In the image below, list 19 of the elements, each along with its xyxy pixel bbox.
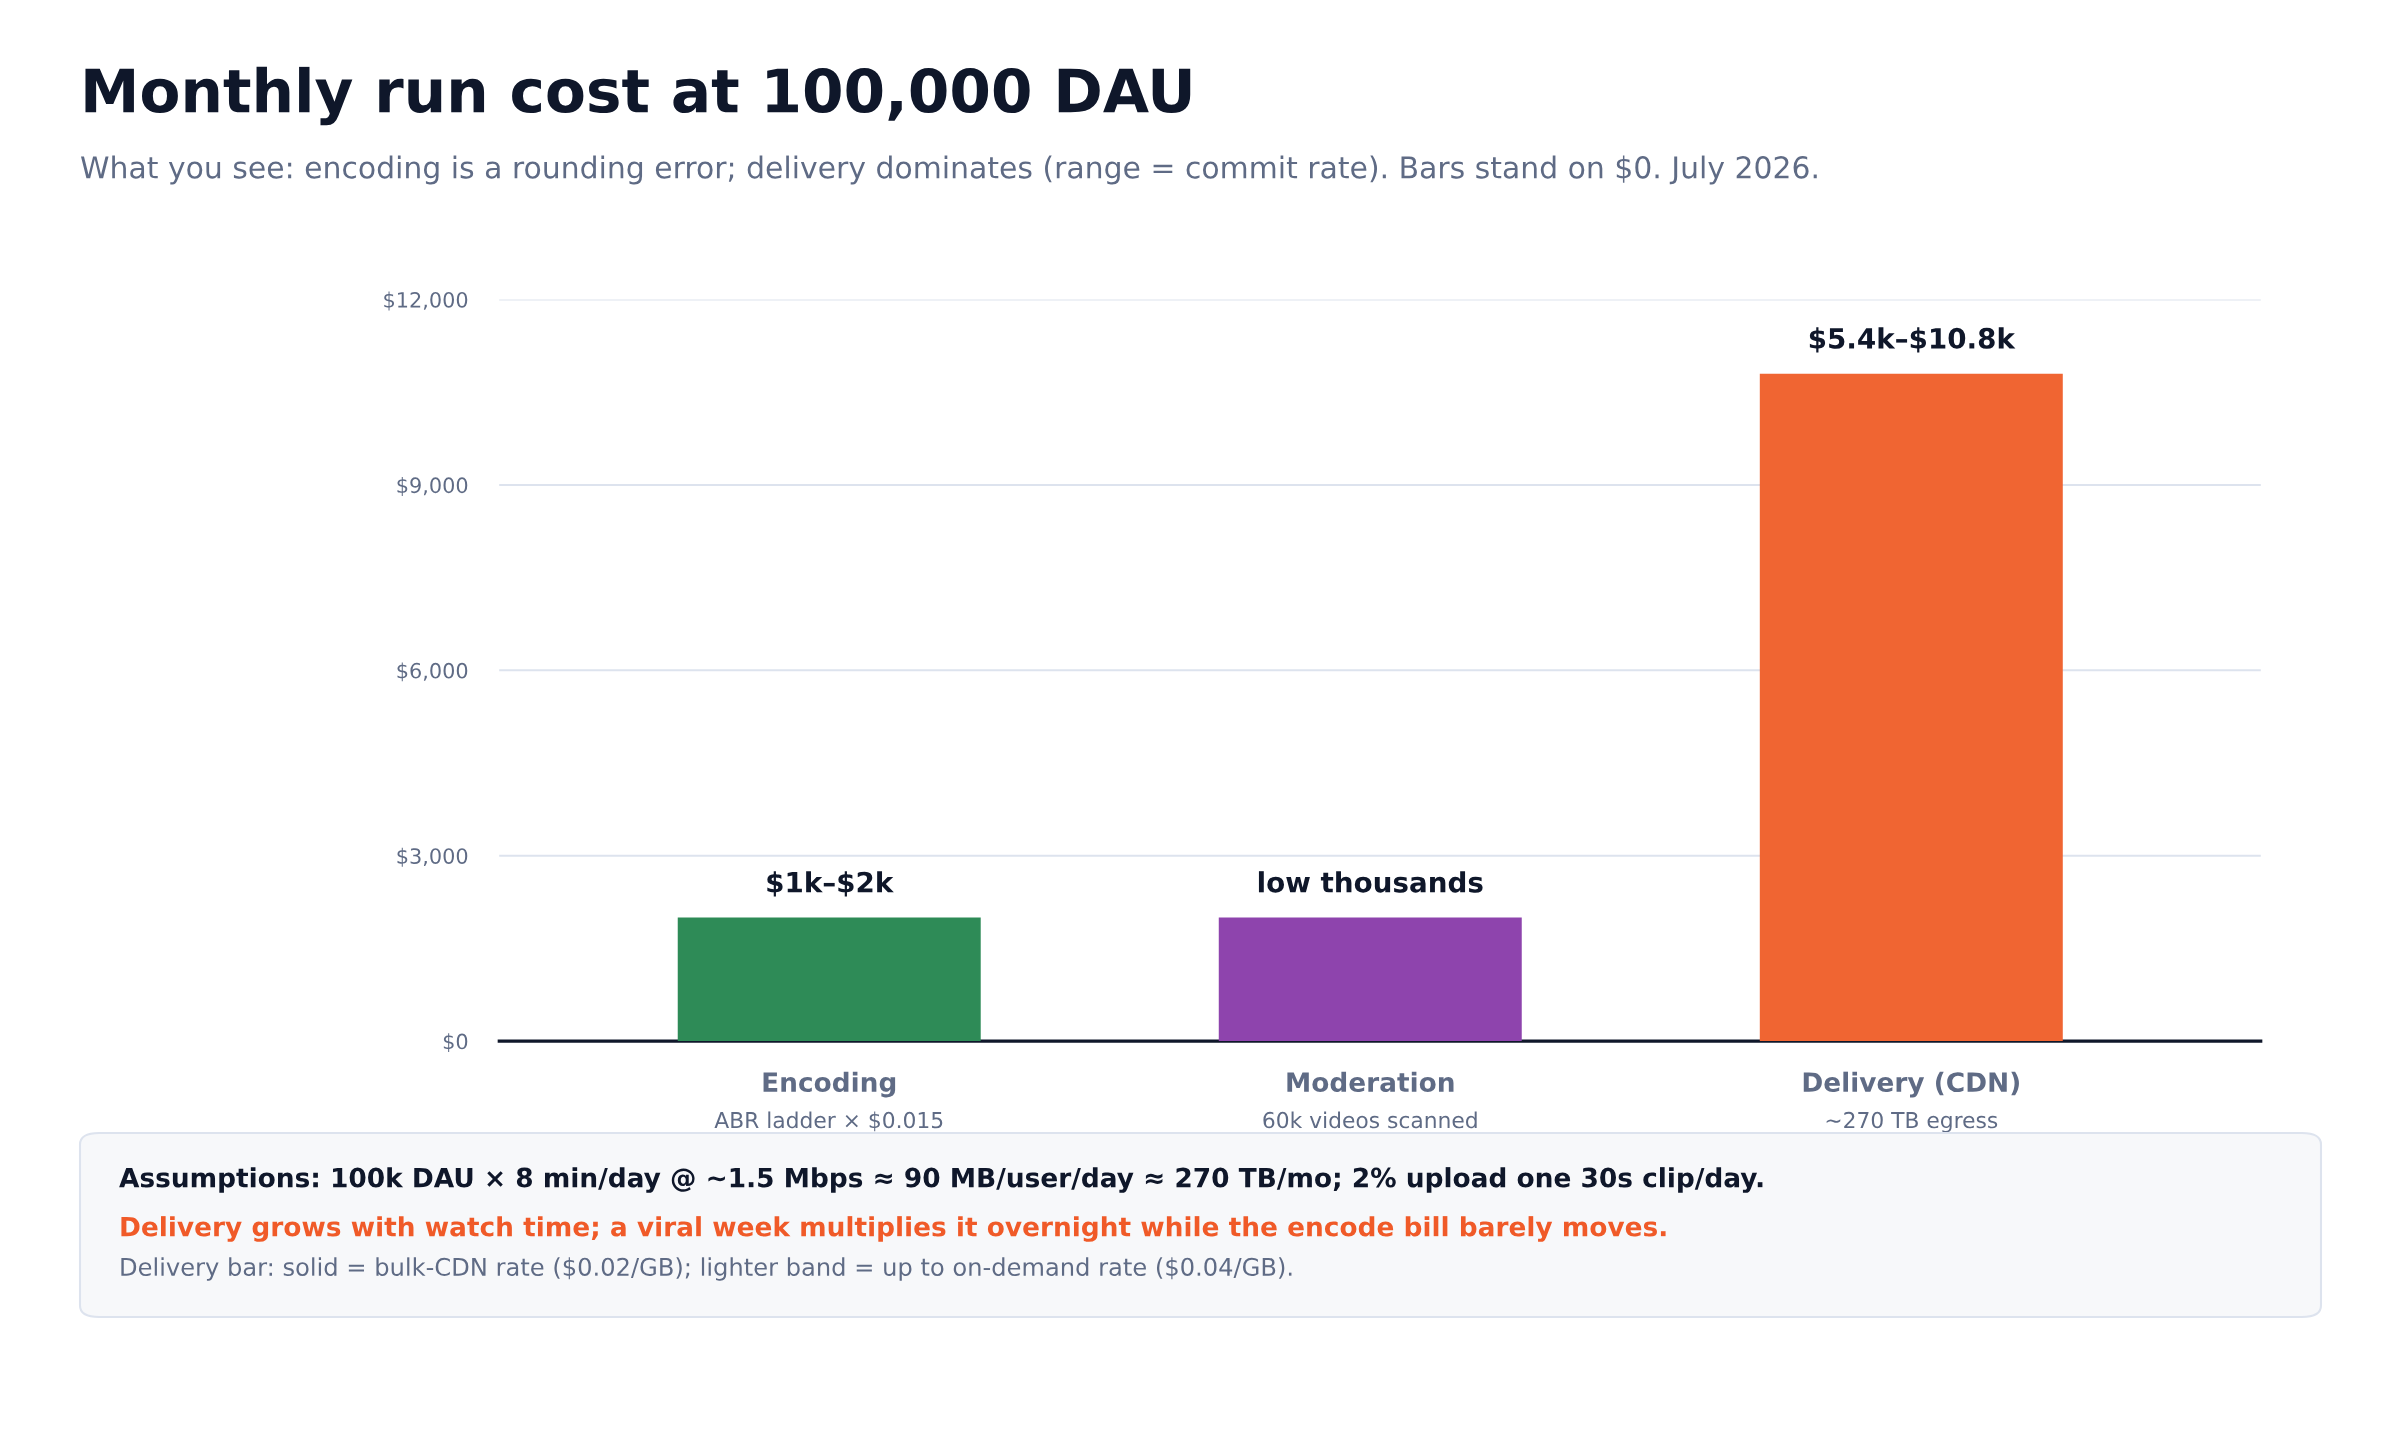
text: 60k videos scanned <box>1263 1111 1477 1129</box>
text: Delivery bar: solid = bulk-CDN rate ($0.02/GB); lighter band = up to on-demand rate ($0.04/GB). <box>121 1257 1292 1281</box>
text: ABR ladder × $0.015 <box>714 1111 943 1132</box>
y-tick-label: $3,000 <box>397 847 468 867</box>
text: Delivery grows with watch time; a viral week multiplies it overnight while the encode bill barely moves. <box>121 1216 1666 1242</box>
annotation: low thousands <box>1258 871 1483 893</box>
text: ~270 TB egress <box>1826 1111 1998 1133</box>
chart-subtitle: What you see: encoding is a rounding error; delivery dominates (range = commit rate). Bars stand on $0. July 2026. <box>80 155 1817 185</box>
x-tick-label: Encoding <box>763 1071 896 1098</box>
chart-title: Monthly run cost at 100,000 DAU <box>85 66 1191 126</box>
y-tick-label: $12,000 <box>384 291 468 311</box>
x-tick-label: Delivery (CDN) <box>1803 1071 2019 1098</box>
y-tick-label: $0 <box>443 1033 468 1053</box>
x-tick-label: Moderation <box>1287 1071 1454 1093</box>
y-tick-label: $9,000 <box>397 477 468 496</box>
y-tick-label: $6,000 <box>397 662 468 682</box>
annotation: $5.4k–$10.8k <box>1809 327 2016 353</box>
text: Assumptions: 100k DAU × 8 min/day @ ~1.5 Mbps ≈ 90 MB/user/day ≈ 270 TB/mo; 2% upload one 30s clip/day. <box>119 1167 1763 1193</box>
annotation: $1k–$2k <box>767 871 894 897</box>
